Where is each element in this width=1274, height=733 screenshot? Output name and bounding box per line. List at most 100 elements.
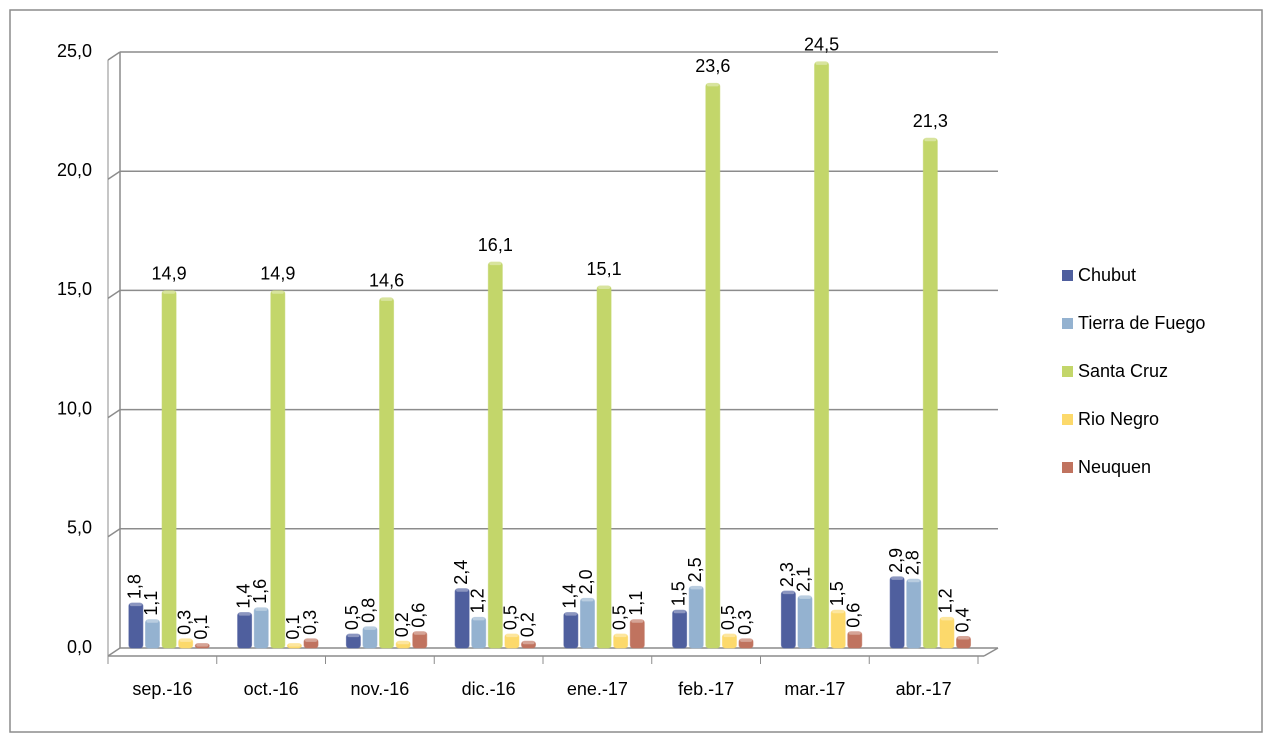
data-label: 0,2 <box>517 612 537 637</box>
data-label: 0,2 <box>392 612 412 637</box>
bar-top <box>581 598 594 602</box>
data-label: 1,4 <box>233 584 253 609</box>
x-tick-label: nov.-16 <box>351 679 410 699</box>
bar <box>504 633 520 649</box>
bar-top <box>782 591 795 595</box>
bar <box>237 612 253 649</box>
bar <box>629 619 645 649</box>
y-tick-label: 25,0 <box>57 41 92 61</box>
data-label: 0,6 <box>409 603 429 628</box>
bar <box>563 612 579 649</box>
data-label: 2,8 <box>902 550 922 575</box>
bar-top <box>163 290 176 294</box>
data-label: 1,5 <box>827 581 847 606</box>
grid-line-side <box>107 51 121 61</box>
bar-top <box>288 643 301 647</box>
bar <box>194 643 210 649</box>
bar <box>303 638 319 649</box>
data-label: 2,0 <box>576 569 596 594</box>
bar <box>379 297 395 649</box>
bar <box>814 61 830 649</box>
bar-top <box>924 138 937 142</box>
bar <box>345 633 361 649</box>
data-label: 1,6 <box>250 579 270 604</box>
bar <box>487 261 503 649</box>
data-label: 0,8 <box>359 598 379 623</box>
bar-top <box>706 83 719 87</box>
legend-label: Neuquen <box>1078 457 1151 477</box>
bar-top <box>891 576 904 580</box>
data-label: 1,1 <box>141 591 161 616</box>
bar-top <box>196 643 209 647</box>
bar-top <box>413 631 426 635</box>
data-label: 1,1 <box>626 591 646 616</box>
legend-swatch <box>1062 462 1073 473</box>
bar <box>596 285 612 649</box>
data-label: 24,5 <box>804 35 839 55</box>
bar <box>613 633 629 649</box>
bar <box>128 602 144 649</box>
bar <box>178 638 194 649</box>
bar <box>579 597 595 649</box>
bar-top <box>271 290 284 294</box>
bar <box>521 640 537 649</box>
bar <box>688 585 704 649</box>
x-tick-label: feb.-17 <box>678 679 734 699</box>
bar-top <box>456 588 469 592</box>
y-tick-label: 20,0 <box>57 160 92 180</box>
bar-top <box>815 61 828 65</box>
data-label: 2,3 <box>777 562 797 587</box>
data-label: 2,1 <box>794 567 814 592</box>
x-tick-label: mar.-17 <box>784 679 845 699</box>
bar-top <box>347 634 360 638</box>
bar <box>362 626 378 649</box>
bar-top <box>848 631 861 635</box>
bar-top <box>957 636 970 640</box>
data-label: 0,3 <box>300 610 320 635</box>
bar-top <box>380 297 393 301</box>
legend-swatch <box>1062 414 1073 425</box>
data-label: 0,6 <box>844 603 864 628</box>
bar-top <box>690 586 703 590</box>
data-label: 14,9 <box>260 264 295 284</box>
bar-top <box>363 626 376 630</box>
legend-swatch <box>1062 318 1073 329</box>
data-label: 0,5 <box>501 605 521 630</box>
bar-top <box>564 612 577 616</box>
bar-top <box>472 617 485 621</box>
bar-top <box>832 610 845 614</box>
grid-line-side <box>107 528 121 538</box>
grid-line-side <box>107 289 121 300</box>
bar-top <box>505 634 518 638</box>
data-label: 0,4 <box>952 607 972 632</box>
bar-top <box>940 617 953 621</box>
grid-line-side <box>107 170 121 180</box>
bar-top <box>397 641 410 645</box>
bar-top <box>798 595 811 599</box>
bar <box>939 616 955 649</box>
x-tick-label: oct.-16 <box>244 679 299 699</box>
x-tick-label: sep.-16 <box>132 679 192 699</box>
bar-top <box>129 603 142 607</box>
y-tick-label: 0,0 <box>67 637 92 657</box>
data-label: 23,6 <box>695 56 730 76</box>
legend-label: Rio Negro <box>1078 409 1159 429</box>
bar <box>270 290 286 649</box>
data-label: 14,6 <box>369 271 404 291</box>
data-label: 0,1 <box>283 615 303 640</box>
grid-line-side <box>107 408 121 419</box>
y-tick-label: 5,0 <box>67 518 92 538</box>
bar <box>738 638 754 649</box>
bar <box>471 616 487 649</box>
data-label: 2,4 <box>451 560 471 585</box>
bar <box>721 633 737 649</box>
data-label: 0,3 <box>735 610 755 635</box>
bar <box>830 609 846 649</box>
bar <box>454 588 470 649</box>
bar-top <box>238 612 251 616</box>
bar <box>672 609 688 649</box>
data-label: 2,5 <box>685 557 705 582</box>
data-label: 0,3 <box>174 610 194 635</box>
x-tick-label: dic.-16 <box>462 679 516 699</box>
data-label: 1,2 <box>467 588 487 613</box>
